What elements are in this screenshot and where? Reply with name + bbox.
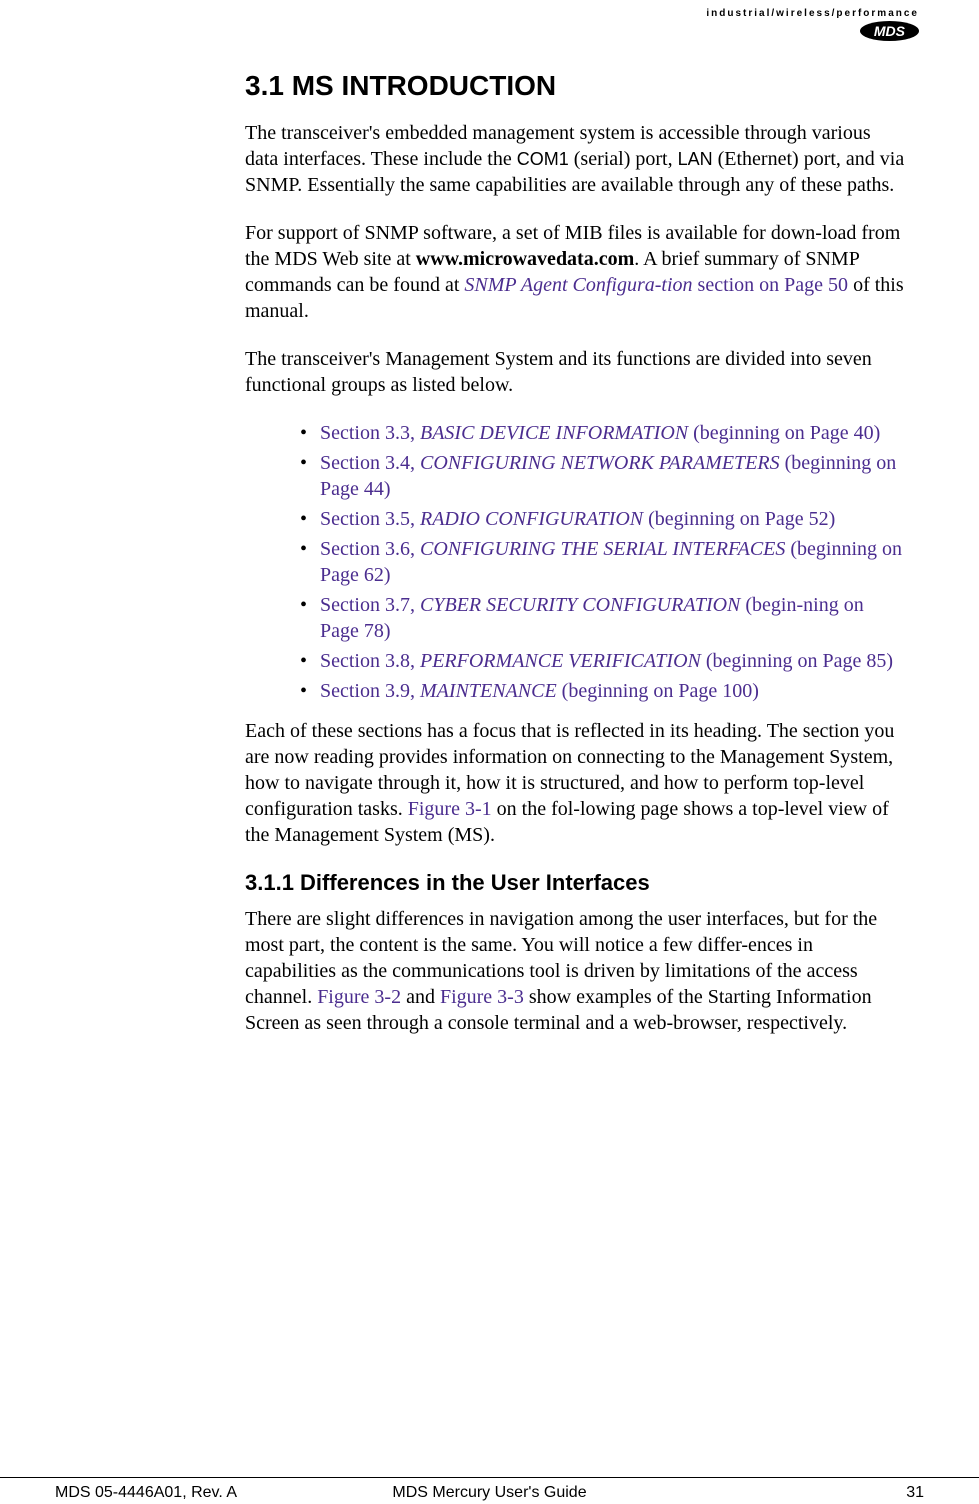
paragraph-3: The transceiver's Management System and …: [245, 346, 905, 398]
brand-header: industrial/wireless/performance MDS: [706, 8, 919, 41]
para1-t2: (serial) port,: [569, 148, 678, 170]
link-figure-3-2[interactable]: Figure 3-2: [317, 986, 401, 1008]
link-section-3-4[interactable]: Section 3.4, CONFIGURING NETWORK PARAMET…: [320, 452, 896, 500]
page-footer: MDS 05-4446A01, Rev. A MDS Mercury User'…: [0, 1477, 979, 1484]
link-section-3-5[interactable]: Section 3.5, RADIO CONFIGURATION (beginn…: [320, 508, 835, 530]
footer-title: MDS Mercury User's Guide: [0, 1484, 979, 1502]
list-item: Section 3.7, CYBER SECURITY CONFIGURATIO…: [300, 592, 905, 644]
list-item: Section 3.6, CONFIGURING THE SERIAL INTE…: [300, 536, 905, 588]
list-item: Section 3.9, MAINTENANCE (beginning on P…: [300, 678, 905, 704]
link-section-3-6[interactable]: Section 3.6, CONFIGURING THE SERIAL INTE…: [320, 538, 902, 586]
link-figure-3-3[interactable]: Figure 3-3: [440, 986, 524, 1008]
link-figure-3-1[interactable]: Figure 3-1: [408, 798, 492, 820]
footer-page-number: 31: [906, 1484, 924, 1502]
link-snmp-agent-config[interactable]: SNMP Agent Configura-tion: [464, 274, 692, 296]
link-section-3-7[interactable]: Section 3.7, CYBER SECURITY CONFIGURATIO…: [320, 594, 864, 642]
brand-logo-text: MDS: [860, 21, 919, 41]
section-heading-3-1-1: 3.1.1 Differences in the User Interfaces: [245, 870, 905, 896]
para1-com1: COM1: [517, 149, 569, 169]
brand-tagline: industrial/wireless/performance: [706, 8, 919, 19]
list-item: Section 3.8, PERFORMANCE VERIFICATION (b…: [300, 648, 905, 674]
link-snmp-agent-config-page[interactable]: section on Page 50: [693, 274, 849, 296]
list-item: Section 3.4, CONFIGURING NETWORK PARAMET…: [300, 450, 905, 502]
section-heading-3-1: 3.1 MS INTRODUCTION: [245, 70, 905, 102]
para2-url: www.microwavedata.com: [416, 248, 634, 270]
page-content: 3.1 MS INTRODUCTION The transceiver's em…: [245, 70, 905, 1058]
brand-logo: MDS: [860, 21, 919, 41]
paragraph-1: The transceiver's embedded management sy…: [245, 120, 905, 198]
link-section-3-3[interactable]: Section 3.3, BASIC DEVICE INFORMATION (b…: [320, 422, 880, 444]
paragraph-2: For support of SNMP software, a set of M…: [245, 220, 905, 324]
link-section-3-9[interactable]: Section 3.9, MAINTENANCE (beginning on P…: [320, 680, 759, 702]
paragraph-5: There are slight differences in navigati…: [245, 906, 905, 1036]
para1-lan: LAN: [678, 149, 713, 169]
section-list: Section 3.3, BASIC DEVICE INFORMATION (b…: [300, 420, 905, 704]
para5-t2: and: [401, 986, 440, 1008]
list-item: Section 3.5, RADIO CONFIGURATION (beginn…: [300, 506, 905, 532]
list-item: Section 3.3, BASIC DEVICE INFORMATION (b…: [300, 420, 905, 446]
paragraph-4: Each of these sections has a focus that …: [245, 718, 905, 848]
link-section-3-8[interactable]: Section 3.8, PERFORMANCE VERIFICATION (b…: [320, 650, 893, 672]
